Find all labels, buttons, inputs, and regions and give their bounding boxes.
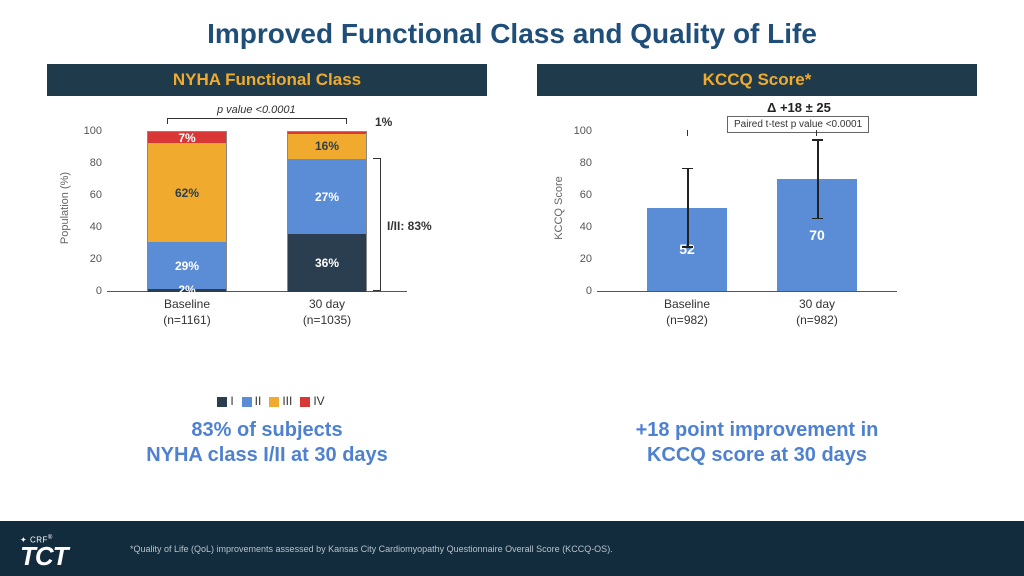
legend-label: II [255,394,262,408]
bar-segment: 62% [148,143,226,242]
nyha-chart-area: Population (%) p value <0.0001 020406080… [47,102,487,352]
nyha-legend: IIIIIIIV [47,394,487,408]
kccq-callout-line1: +18 point improvement in [537,418,977,443]
ytick: 100 [84,125,107,137]
legend-label: I [230,394,233,408]
ytick: 60 [90,189,107,201]
kccq-panel: KCCQ Score* KCCQ Score Δ +18 ± 25 Paired… [537,64,977,468]
side-bracket-label: I/II: 83% [387,219,432,233]
ytick: 80 [90,157,107,169]
error-bar [817,139,819,219]
x-category-label: Baseline(n=982) [637,291,737,328]
kccq-plot: Δ +18 ± 25 Paired t-test p value <0.0001… [597,132,897,292]
bar-segment: 16% [288,134,366,160]
ytick: 100 [574,125,597,137]
ytick: 40 [580,221,597,233]
nyha-callout-line2: NYHA class I/II at 30 days [47,443,487,468]
delta-bracket [687,130,817,136]
nyha-callout: 83% of subjects NYHA class I/II at 30 da… [47,418,487,468]
p-value-label: p value <0.0001 [217,104,296,116]
legend-swatch [269,397,279,407]
kccq-header: KCCQ Score* [537,64,977,96]
kccq-callout-line2: KCCQ score at 30 days [537,443,977,468]
stacked-bar: 7%62%29%2% [147,131,227,291]
slide-title: Improved Functional Class and Quality of… [0,0,1024,64]
ytick: 60 [580,189,597,201]
logo-tct: TCT [20,545,68,568]
footer: ✦ CRF® TCT *Quality of Life (QoL) improv… [0,521,1024,576]
ytick: 80 [580,157,597,169]
ytick: 40 [90,221,107,233]
p-value-bracket [167,118,347,124]
legend-label: IV [313,394,324,408]
ytick: 0 [586,285,597,297]
x-category-label: 30 day(n=1035) [277,291,377,328]
bar-segment: 27% [288,159,366,234]
legend-swatch [300,397,310,407]
nyha-y-axis-label: Population (%) [59,172,71,244]
x-category-label: 30 day(n=982) [767,291,867,328]
nyha-panel: NYHA Functional Class Population (%) p v… [47,64,487,468]
x-category-label: Baseline(n=1161) [137,291,237,328]
nyha-header: NYHA Functional Class [47,64,487,96]
nyha-plot: p value <0.0001 0204060801007%62%29%2%Ba… [107,132,407,292]
bar-segment: 36% [288,234,366,292]
error-bar [687,168,689,248]
nyha-callout-line1: 83% of subjects [47,418,487,443]
ytick: 20 [90,253,107,265]
side-bracket [373,158,381,291]
outside-segment-label: 1% [375,115,392,129]
bar-segment: 29% [148,242,226,288]
delta-label: Δ +18 ± 25 [767,100,831,115]
kccq-y-axis-label: KCCQ Score [553,176,565,240]
legend-swatch [217,397,227,407]
legend-label: III [282,394,292,408]
stacked-bar: 16%27%36% [287,131,367,291]
logo: ✦ CRF® TCT [20,535,68,568]
ytick: 20 [580,253,597,265]
legend-swatch [242,397,252,407]
ytick: 0 [96,285,107,297]
kccq-chart-area: KCCQ Score Δ +18 ± 25 Paired t-test p va… [537,102,977,352]
footnote: *Quality of Life (QoL) improvements asse… [130,544,613,554]
charts-row: NYHA Functional Class Population (%) p v… [0,64,1024,468]
bar-segment: 7% [148,132,226,143]
kccq-callout: +18 point improvement in KCCQ score at 3… [537,418,977,468]
